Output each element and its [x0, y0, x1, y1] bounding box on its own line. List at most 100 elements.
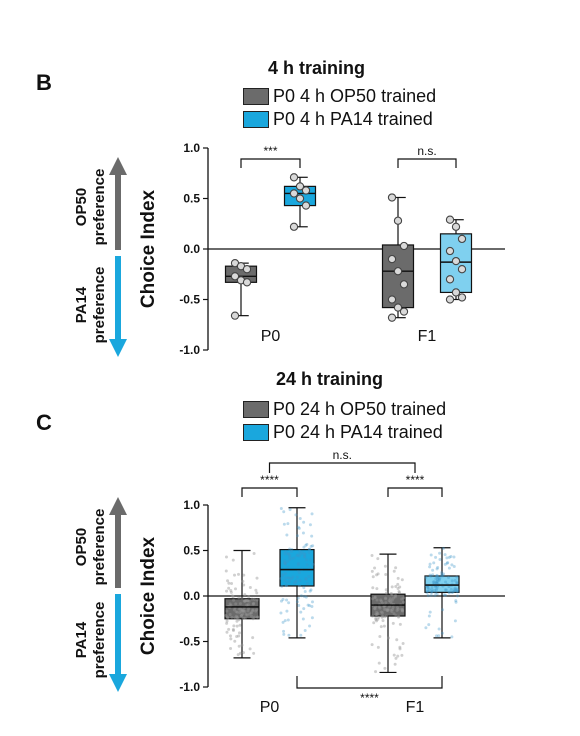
data-point: [373, 596, 377, 600]
data-point: [243, 599, 247, 603]
data-point: [451, 288, 461, 297]
data-point: [450, 579, 454, 583]
op50-label: OP50: [73, 188, 90, 226]
data-point: [425, 591, 429, 595]
data-point: [457, 265, 467, 274]
data-point: [249, 611, 253, 615]
data-point: [301, 531, 305, 535]
data-point: [396, 586, 400, 590]
data-point: [235, 634, 239, 638]
data-point: [225, 619, 229, 623]
data-point: [304, 543, 308, 547]
data-point: [304, 577, 308, 581]
data-point: [295, 194, 305, 203]
data-point: [286, 552, 290, 556]
data-point: [247, 595, 251, 599]
data-point: [229, 637, 233, 641]
data-point: [231, 628, 235, 632]
data-point: [288, 576, 292, 580]
data-point: [228, 602, 232, 606]
data-point: [298, 552, 302, 556]
data-point: [283, 559, 287, 563]
op50-preference-label: preference: [91, 509, 108, 586]
data-point: [289, 189, 299, 198]
data-point: [243, 593, 247, 597]
data-point: [255, 608, 259, 612]
data-point: [229, 603, 233, 607]
data-point: [240, 613, 244, 617]
data-point: [457, 293, 467, 302]
data-point: [375, 610, 379, 614]
data-point: [426, 586, 430, 590]
data-point: [384, 572, 388, 576]
data-point: [390, 585, 394, 589]
data-point: [245, 603, 249, 607]
data-point: [440, 573, 444, 577]
data-point: [452, 555, 456, 559]
data-point: [294, 579, 298, 583]
data-point: [298, 549, 302, 553]
data-point: [436, 575, 440, 579]
data-point: [377, 661, 381, 665]
data-point: [426, 594, 430, 598]
data-point: [225, 621, 229, 625]
data-point: [456, 588, 460, 592]
data-point: [383, 564, 387, 568]
data-point: [310, 605, 314, 609]
data-point: [236, 572, 240, 576]
data-point: [431, 568, 435, 572]
data-point: [252, 651, 256, 655]
data-point: [447, 585, 451, 589]
data-point: [435, 579, 439, 583]
data-point: [248, 612, 252, 616]
data-point: [390, 610, 394, 614]
data-point: [378, 606, 382, 610]
data-point: [447, 555, 451, 559]
data-point: [241, 616, 245, 620]
y-tick-label: 0.0: [183, 589, 200, 603]
data-point: [455, 581, 459, 585]
data-point: [436, 566, 440, 570]
data-point: [303, 555, 307, 559]
data-point: [310, 616, 314, 620]
data-point: [301, 186, 311, 195]
data-point: [376, 645, 380, 649]
data-point: [302, 607, 306, 611]
data-point: [295, 575, 299, 579]
data-point: [374, 605, 378, 609]
data-point: [230, 272, 240, 281]
data-point: [424, 575, 428, 579]
data-point: [227, 627, 231, 631]
data-point: [230, 594, 234, 598]
data-point: [389, 591, 393, 595]
data-point: [288, 555, 292, 559]
data-point: [235, 619, 239, 623]
data-point: [449, 587, 453, 591]
data-point: [238, 623, 242, 627]
data-point: [400, 578, 404, 582]
data-point: [435, 580, 439, 584]
data-point: [252, 615, 256, 619]
data-point: [282, 522, 286, 526]
data-point: [224, 613, 228, 617]
data-point: [240, 643, 244, 647]
data-point: [310, 600, 314, 604]
data-point: [445, 275, 455, 284]
data-point: [392, 569, 396, 573]
box: [381, 244, 415, 309]
data-point: [373, 595, 377, 599]
data-point: [445, 561, 449, 565]
data-point: [252, 601, 256, 605]
legend-label: P0 4 h OP50 trained: [273, 86, 437, 106]
op50-label: OP50: [73, 528, 90, 566]
data-point: [454, 587, 458, 591]
data-point: [435, 567, 439, 571]
significance-bracket: [268, 462, 416, 473]
data-point: [280, 584, 284, 588]
data-point: [231, 627, 235, 631]
data-point: [444, 580, 448, 584]
data-point: [445, 295, 455, 304]
data-point: [226, 579, 230, 583]
data-point: [250, 597, 254, 601]
data-point: [426, 589, 430, 593]
